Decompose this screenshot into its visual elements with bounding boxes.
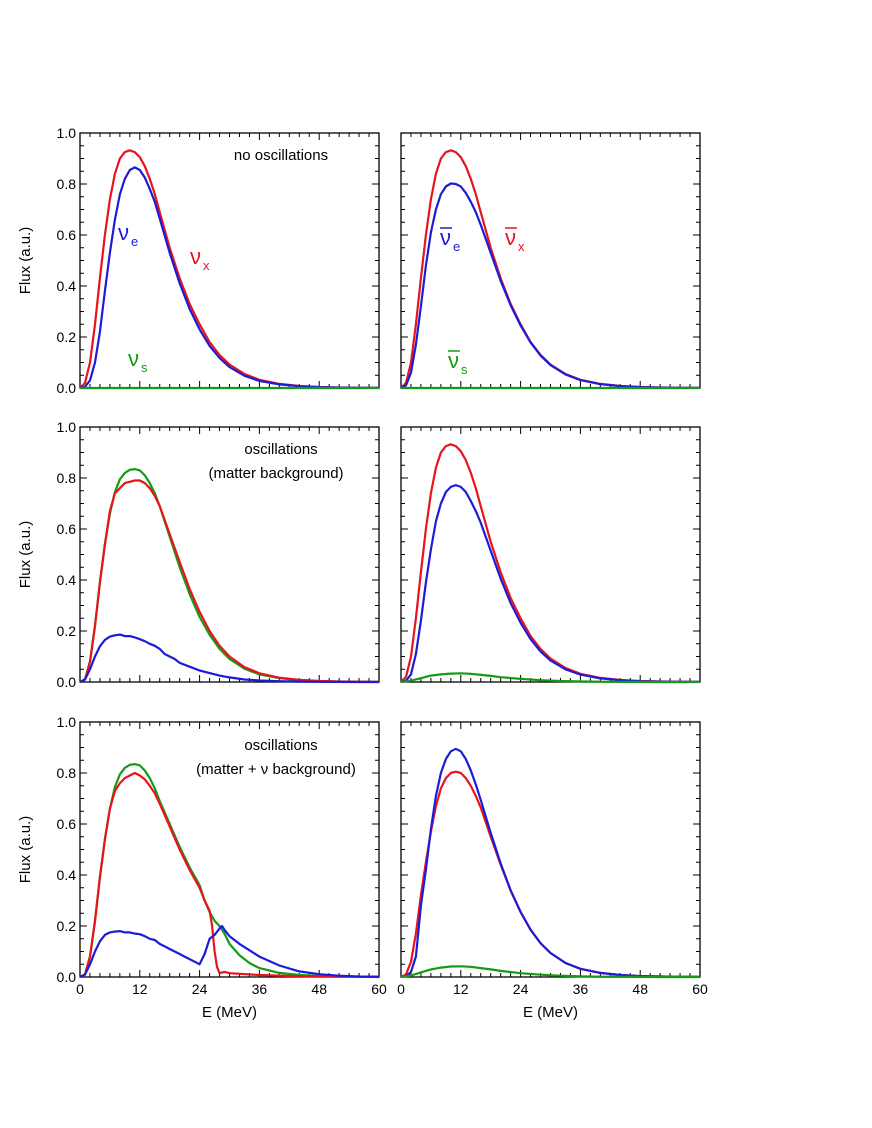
series-line-red <box>400 443 701 683</box>
y-axis-label: Flux (a.u.) <box>17 227 34 295</box>
panel-row2-left: 0.0 0.2 0.4 0.6 0.8 1.0 Flux (a.u.) oscillation… <box>17 419 380 690</box>
y-tick-label: 0.6 <box>57 816 77 832</box>
series-line-blue <box>79 924 380 978</box>
panel-row2-right <box>400 426 701 684</box>
series-line-e <box>79 166 380 390</box>
series-line-green <box>400 672 700 684</box>
y-tick-label: 0.6 <box>57 227 77 243</box>
series-line-blue <box>400 484 701 684</box>
x-tick-label: 24 <box>192 981 208 997</box>
series-label-symbol: ν <box>448 348 459 373</box>
x-axis-label: E (MeV) <box>202 1004 257 1021</box>
series-line-green <box>79 762 380 978</box>
panel-annotation: no oscillations <box>234 147 328 164</box>
series-label-subscript: s <box>141 360 148 375</box>
y-tick-label: 0.0 <box>57 380 77 396</box>
y-tick-label: 0.2 <box>57 623 77 639</box>
series-label-subscript: e <box>131 234 138 249</box>
y-tick-label: 0.6 <box>57 521 77 537</box>
series-label-symbol: ν <box>505 225 516 250</box>
x-tick-label: 36 <box>252 981 268 997</box>
x-tick-label: 36 <box>573 981 589 997</box>
plot-frame <box>79 132 380 389</box>
y-tick-label: 1.0 <box>57 714 77 730</box>
plot-frame <box>400 426 701 683</box>
panel-annotation: oscillations <box>244 737 317 754</box>
y-tick-label: 0.2 <box>57 329 77 345</box>
plot-frame <box>400 132 701 389</box>
x-tick-label: 60 <box>692 981 708 997</box>
series-label-subscript: s <box>461 362 468 377</box>
y-axis-label: Flux (a.u.) <box>17 521 34 589</box>
series-line-blue <box>400 747 701 979</box>
y-tick-label: 1.0 <box>57 125 77 141</box>
x-axis-label: E (MeV) <box>523 1004 578 1021</box>
y-tick-label: 0.4 <box>57 278 77 294</box>
y-tick-label: 0.4 <box>57 572 77 588</box>
series-label-symbol: ν <box>190 244 201 269</box>
y-tick-label: 0.8 <box>57 176 77 192</box>
y-tick-label: 0.8 <box>57 470 77 486</box>
panel-row3-right: 0 12 24 36 48 60 E (MeV) <box>397 721 708 1021</box>
panel-row3-left: 0.0 0.2 0.4 0.6 0.8 1.0 0 12 24 36 48 60 Flux (a.u.)… <box>17 714 387 1021</box>
x-tick-label: 12 <box>453 981 469 997</box>
series-label-symbol: ν <box>118 220 129 245</box>
series-label-subscript: e <box>453 239 460 254</box>
y-tick-label: 1.0 <box>57 419 77 435</box>
series-line-x <box>79 149 380 389</box>
series-line-e <box>400 182 701 389</box>
x-tick-label: 0 <box>76 981 84 997</box>
y-tick-label: 0.0 <box>57 674 77 690</box>
x-tick-label: 12 <box>132 981 148 997</box>
panel-annotation: (matter background) <box>208 465 343 482</box>
y-tick-label: 0.2 <box>57 918 77 934</box>
series-label-subscript: x <box>203 258 210 273</box>
series-line-red <box>79 479 380 683</box>
panel-row1-left: 0.0 0.2 0.4 0.6 0.8 1.0 Flux (a.u.) no oscillat… <box>17 125 380 396</box>
x-tick-label: 48 <box>311 981 327 997</box>
y-axis-label: Flux (a.u.) <box>17 816 34 884</box>
x-tick-label: 60 <box>371 981 387 997</box>
panel-annotation: (matter + ν background) <box>196 761 356 778</box>
series-line-blue <box>79 633 379 684</box>
y-tick-label: 0.4 <box>57 867 77 883</box>
x-tick-label: 48 <box>632 981 648 997</box>
series-line-red <box>79 771 380 979</box>
y-tick-label: 0.8 <box>57 765 77 781</box>
series-label-symbol: ν <box>128 346 139 371</box>
y-tick-label: 0.0 <box>57 969 77 985</box>
series-line-red <box>400 770 701 979</box>
panel-annotation: oscillations <box>244 441 317 458</box>
series-line-green <box>400 965 700 979</box>
x-tick-label: 24 <box>513 981 529 997</box>
panel-row1-right: ν xν eν s <box>400 132 701 390</box>
series-label-symbol: ν <box>440 225 451 250</box>
series-line-green <box>79 468 380 684</box>
series-label-subscript: x <box>518 239 525 254</box>
x-tick-label: 0 <box>397 981 405 997</box>
